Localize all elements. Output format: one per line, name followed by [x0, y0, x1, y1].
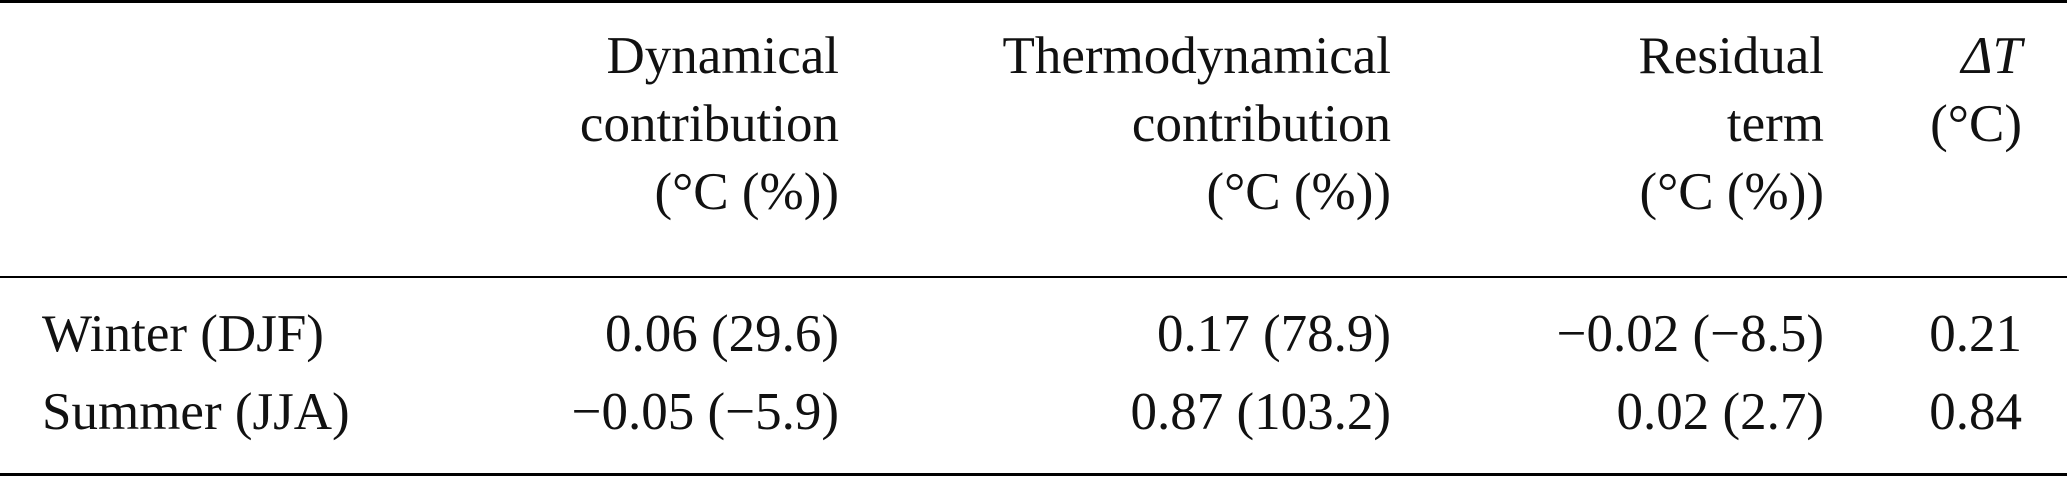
header-thermodynamical-line-2: contribution — [1131, 95, 1391, 153]
header-residual-line-2: term — [1726, 95, 1824, 153]
winter-delta-t: 0.21 — [1929, 305, 2022, 363]
header-delta-t-line-2: (°C) — [1930, 95, 2022, 153]
bottom-rule — [0, 473, 2067, 476]
summer-residual: 0.02 (2.7) — [1616, 383, 1824, 441]
header-dynamical-line-3: (°C (%)) — [654, 163, 839, 221]
winter-thermodynamical: 0.17 (78.9) — [1156, 305, 1391, 363]
summer-thermodynamical: 0.87 (103.2) — [1130, 383, 1391, 441]
header-residual-line-1: Residual — [1638, 27, 1824, 85]
header-delta-t: ΔT (°C) — [1930, 30, 2022, 166]
header-dynamical-line-2: contribution — [579, 95, 839, 153]
delta-t-symbol: ΔT — [1961, 27, 2022, 85]
summer-delta-t: 0.84 — [1929, 383, 2022, 441]
header-residual: Residual term (°C (%)) — [1639, 30, 1824, 234]
header-thermodynamical-line-3: (°C (%)) — [1206, 163, 1391, 221]
top-rule — [0, 0, 2067, 3]
header-delta-t-line-1: ΔT — [1930, 30, 2022, 98]
header-rule — [0, 276, 2067, 278]
winter-dynamical: 0.06 (29.6) — [604, 305, 839, 363]
row-label-winter: Winter (DJF) — [42, 305, 324, 363]
header-residual-line-3: (°C (%)) — [1639, 163, 1824, 221]
row-label-summer: Summer (JJA) — [42, 383, 350, 441]
summer-dynamical: −0.05 (−5.9) — [571, 383, 839, 441]
winter-residual: −0.02 (−8.5) — [1556, 305, 1824, 363]
header-dynamical: Dynamical contribution (°C (%)) — [580, 30, 839, 234]
header-dynamical-line-1: Dynamical — [606, 27, 839, 85]
header-thermodynamical-line-1: Thermodynamical — [1002, 27, 1391, 85]
header-thermodynamical: Thermodynamical contribution (°C (%)) — [1002, 30, 1391, 234]
